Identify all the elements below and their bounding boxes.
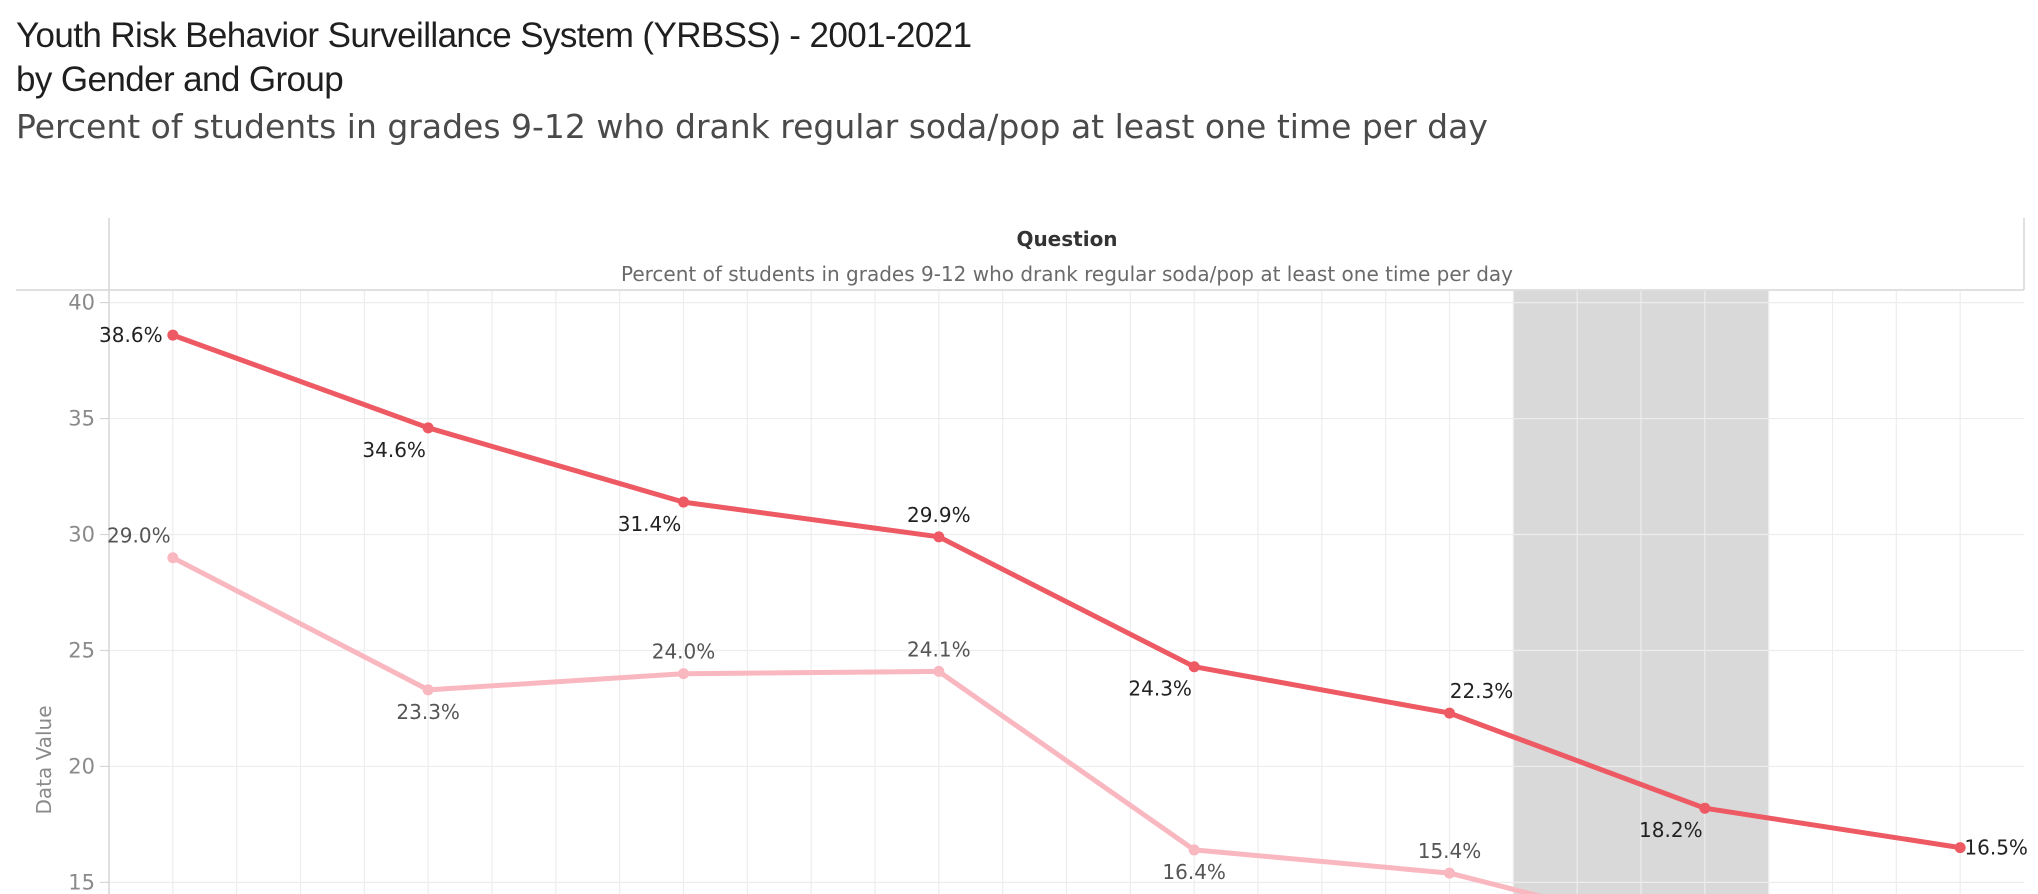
y-tick-label: 30 bbox=[68, 523, 95, 547]
y-axis-title: Data Value bbox=[32, 705, 56, 814]
title-block: Youth Risk Behavior Surveillance System … bbox=[16, 14, 1488, 152]
series1-data-label: 16.5% bbox=[1964, 836, 2028, 860]
series2-point bbox=[933, 665, 945, 677]
series1-data-label: 38.6% bbox=[99, 323, 163, 347]
series2-data-label: 29.0% bbox=[107, 524, 171, 548]
series2-data-label: 23.3% bbox=[396, 700, 460, 724]
series1-data-label: 24.3% bbox=[1128, 677, 1192, 701]
series2-data-label: 24.0% bbox=[652, 640, 716, 664]
series1-data-label: 29.9% bbox=[907, 503, 971, 527]
page-title-group: by Gender and Group bbox=[16, 60, 344, 99]
y-ticks: 15 20 25 30 35 40 bbox=[68, 291, 109, 894]
series1-point bbox=[422, 422, 434, 434]
page-subtitle: Percent of students in grades 9-12 who d… bbox=[16, 107, 1488, 146]
chart-frame: Question Percent of students in grades 9… bbox=[16, 218, 2025, 894]
series1-data-label: 18.2% bbox=[1639, 818, 1703, 842]
y-tick-label: 40 bbox=[68, 291, 95, 315]
y-tick-label: 20 bbox=[68, 754, 95, 778]
series-points bbox=[167, 329, 1966, 879]
series2-data-label: 24.1% bbox=[907, 637, 971, 661]
header-title: Question bbox=[1016, 227, 1117, 251]
series1-point bbox=[1699, 802, 1711, 814]
series2-data-label: 15.4% bbox=[1418, 839, 1482, 863]
y-tick-label: 15 bbox=[68, 870, 95, 894]
series1-point bbox=[1188, 661, 1200, 673]
series1-data-label: 31.4% bbox=[618, 512, 682, 536]
y-tick-label: 35 bbox=[68, 407, 95, 431]
page-title: Youth Risk Behavior Surveillance System … bbox=[16, 16, 972, 55]
data-labels: 38.6% 34.6% 31.4% 29.9% 24.3% 22.3% 18.2% 16.5%… bbox=[99, 323, 2028, 884]
series1-point bbox=[1954, 842, 1966, 854]
series1-point bbox=[933, 531, 945, 543]
series1-data-label: 34.6% bbox=[362, 438, 426, 462]
y-tick-label: 25 bbox=[68, 638, 95, 662]
series1-point bbox=[167, 329, 179, 341]
series2-point bbox=[1444, 867, 1455, 879]
series2-point bbox=[1188, 844, 1200, 856]
series1-point bbox=[678, 496, 689, 508]
header-subtitle: Percent of students in grades 9-12 who d… bbox=[621, 262, 1513, 286]
series2-point bbox=[678, 668, 689, 680]
series1-point bbox=[1444, 707, 1455, 719]
series2-point bbox=[167, 552, 179, 564]
series1-line bbox=[170, 332, 1963, 851]
series2-point bbox=[422, 684, 434, 696]
series2-data-label: 16.4% bbox=[1162, 860, 1226, 884]
series1-data-label: 22.3% bbox=[1450, 679, 1514, 703]
